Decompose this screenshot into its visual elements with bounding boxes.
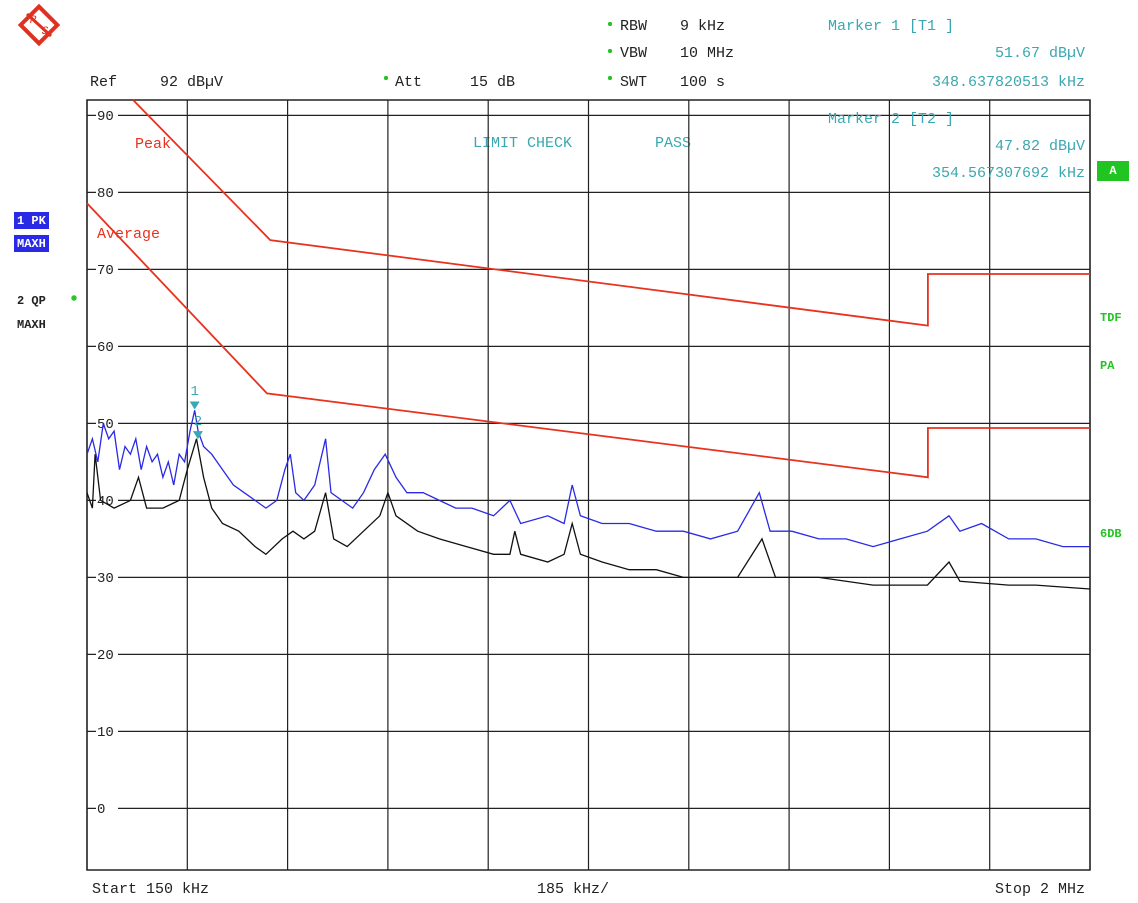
setting-value: 15 dB	[470, 74, 515, 91]
trace-badge	[14, 235, 49, 252]
trace	[86, 410, 1090, 548]
marker-id: 2	[194, 414, 202, 430]
marker-x: 348.637820513 kHz	[932, 74, 1085, 91]
logo-letter: R	[30, 15, 37, 27]
limit-check: LIMIT CHECK	[473, 135, 572, 152]
y-tick-label: 0	[97, 802, 105, 818]
marker-x: 354.567307692 kHz	[932, 165, 1085, 182]
logo-letter: S	[42, 26, 49, 38]
setting-value: 10 MHz	[680, 45, 734, 62]
tick-label-bg	[96, 723, 118, 740]
changed-star	[607, 48, 613, 54]
marker-value: 47.82 dBµV	[995, 138, 1085, 155]
side-label: 6DB	[1100, 527, 1122, 541]
tick-label-bg	[96, 338, 118, 355]
y-tick-label: 70	[97, 263, 114, 279]
tick-label-bg	[96, 107, 118, 124]
side-label: TDF	[1100, 311, 1122, 325]
y-tick-label: 90	[97, 109, 114, 125]
changed-star	[607, 75, 613, 81]
y-tick-label: 60	[97, 340, 114, 356]
setting-value: 9 kHz	[680, 18, 725, 35]
marker-name: Marker 1 [T1 ]	[828, 18, 954, 35]
marker-value: 51.67 dBµV	[995, 45, 1085, 62]
changed-star	[71, 295, 77, 301]
limit-line	[86, 202, 1090, 479]
tick-label-bg	[96, 184, 118, 201]
logo-slash	[25, 12, 53, 38]
tick-label-bg	[96, 261, 118, 278]
marker-name: Marker 2 [T2 ]	[828, 111, 954, 128]
trace-mode: MAXH	[17, 318, 46, 332]
setting-label: Att	[395, 74, 422, 91]
marker	[192, 431, 203, 440]
y-tick-label: 30	[97, 571, 114, 587]
setting-value: 92 dBµV	[160, 74, 223, 91]
limit-line	[132, 99, 1090, 327]
y-tick-label: 20	[97, 648, 114, 664]
x-start: Start 150 kHz	[92, 881, 209, 898]
x-division: 185 kHz/	[537, 881, 609, 898]
y-tick-label: 80	[97, 186, 114, 202]
logo: R S	[17, 3, 61, 47]
trace-name: 2 QP	[17, 294, 46, 308]
trace	[86, 438, 1091, 590]
side-label: A	[1109, 164, 1117, 178]
changed-star	[607, 21, 613, 27]
side-label: PA	[1100, 359, 1115, 373]
y-tick-label: 10	[97, 725, 114, 741]
trace-badge	[14, 212, 49, 229]
marker	[189, 401, 200, 410]
tick-label-bg	[96, 415, 118, 432]
setting-label: VBW	[620, 45, 647, 62]
changed-star	[383, 75, 389, 81]
limit-name: Average	[97, 226, 160, 243]
tick-label-bg	[96, 569, 118, 586]
limit-name: Peak	[135, 136, 171, 153]
limit-result: PASS	[655, 135, 691, 152]
x-stop: Stop 2 MHz	[995, 881, 1085, 898]
side-badge	[1097, 161, 1129, 181]
trace-mode: MAXH	[17, 237, 46, 251]
tick-label-bg	[96, 492, 118, 509]
tick-label-bg	[96, 800, 118, 817]
trace-name: 1 PK	[17, 214, 47, 228]
setting-label: SWT	[620, 74, 647, 91]
setting-label: RBW	[620, 18, 647, 35]
y-tick-label: 50	[97, 417, 114, 433]
marker-id: 1	[190, 384, 198, 400]
tick-label-bg	[96, 646, 118, 663]
setting-value: 100 s	[680, 74, 725, 91]
setting-label: Ref	[90, 74, 117, 91]
